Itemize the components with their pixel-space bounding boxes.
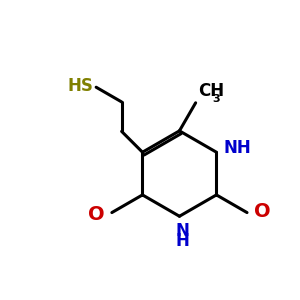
Text: HS: HS (67, 77, 93, 95)
Text: CH: CH (199, 82, 225, 100)
Text: NH: NH (224, 139, 251, 157)
Text: N: N (176, 222, 189, 240)
Text: H: H (176, 232, 189, 250)
Text: O: O (88, 205, 104, 224)
Text: O: O (254, 202, 271, 220)
Text: 3: 3 (212, 94, 220, 104)
